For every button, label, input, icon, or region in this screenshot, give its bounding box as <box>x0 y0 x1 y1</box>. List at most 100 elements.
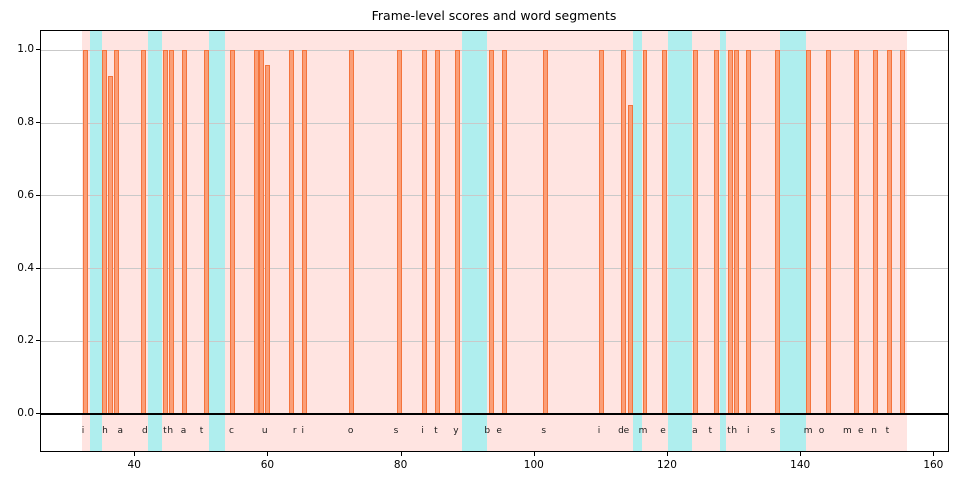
segment-letter: a <box>180 425 187 436</box>
score-bar <box>621 50 627 414</box>
y-tick-label: 0.6 <box>17 188 34 201</box>
score-bar <box>746 50 752 414</box>
x-tick-label: 120 <box>656 459 677 471</box>
segment-letter: t <box>199 425 204 436</box>
score-bar <box>501 50 507 414</box>
pause-band <box>633 31 643 451</box>
score-bar <box>713 50 719 414</box>
score-bar <box>806 50 812 414</box>
score-bar <box>886 50 892 414</box>
score-bar <box>599 50 605 414</box>
score-bar <box>141 50 147 414</box>
x-tick-mark <box>134 452 136 456</box>
segment-letter: m <box>638 425 648 436</box>
score-bar <box>454 50 460 414</box>
x-tick-label: 40 <box>127 459 141 471</box>
score-bar <box>825 50 831 414</box>
score-bar <box>899 50 905 414</box>
score-bar <box>733 50 739 414</box>
segment-letter: n <box>871 425 877 436</box>
y-tick-mark <box>36 49 40 51</box>
x-tick-label: 60 <box>260 459 275 471</box>
segment-letter: t <box>163 425 167 436</box>
score-bar <box>422 50 428 414</box>
score-bar <box>259 50 265 414</box>
y-tick-mark <box>36 267 40 269</box>
x-tick-label: 160 <box>923 459 944 471</box>
zero-line <box>41 412 948 415</box>
y-tick-label: 0.0 <box>17 406 34 419</box>
pause-band <box>780 31 807 451</box>
score-bar <box>727 50 733 414</box>
segment-letter: e <box>496 425 502 436</box>
segment-letter: o <box>818 425 825 436</box>
score-bar <box>542 50 548 414</box>
y-tick-mark <box>36 412 40 414</box>
segment-letter: o <box>347 425 354 436</box>
x-tick-mark <box>400 452 402 456</box>
segment-letter: r <box>292 425 297 436</box>
segment-letter: h <box>102 425 108 436</box>
segment-letter: t <box>434 425 438 436</box>
x-tick-mark <box>267 452 269 456</box>
y-tick-label: 1.0 <box>17 43 34 56</box>
segment-letter: m <box>843 425 852 436</box>
gridline <box>41 122 948 124</box>
segment-letter: m <box>803 425 813 436</box>
score-bar <box>113 50 119 414</box>
score-bar <box>434 50 440 414</box>
segment-letter: i <box>81 425 85 436</box>
segment-letter: s <box>770 425 776 436</box>
x-tick-label: 140 <box>790 459 811 471</box>
segment-letter: i <box>421 425 424 436</box>
pause-band <box>209 31 226 451</box>
gridline <box>41 340 948 342</box>
score-bar <box>102 50 108 414</box>
score-bar <box>693 50 699 414</box>
score-bar <box>264 65 270 414</box>
x-tick-label: 100 <box>523 459 544 471</box>
score-bar <box>661 50 667 414</box>
score-bar <box>253 50 259 414</box>
segment-letter: d <box>142 425 148 436</box>
pause-band <box>720 31 727 451</box>
plot-area: i h a d t h a t c u r i o s i t y b e s i d e m e a t t h i s m o m e n t 40 6… <box>40 30 949 471</box>
gridline <box>41 49 948 51</box>
score-bar <box>349 50 355 414</box>
pause-band <box>461 31 488 451</box>
segment-letter: i <box>746 425 750 436</box>
y-tick-label: 0.4 <box>17 261 34 274</box>
score-bar <box>163 50 169 414</box>
pause-band <box>668 31 693 451</box>
segment-letter: c <box>228 425 234 436</box>
score-bar <box>107 75 113 414</box>
segment-letter: t <box>727 425 731 436</box>
y-tick-label: 0.2 <box>17 334 34 347</box>
score-bar <box>396 50 402 414</box>
gridline <box>41 268 948 270</box>
y-tick-label: 0.8 <box>17 116 34 129</box>
segment-letter: y <box>453 425 459 436</box>
pause-band <box>148 31 162 451</box>
pause-band <box>89 31 103 451</box>
segment-letter: i <box>301 425 304 436</box>
score-bar <box>853 50 859 414</box>
segment-letter: b <box>484 425 491 436</box>
segment-letter: d <box>618 425 624 436</box>
segment-letter: t <box>885 425 890 436</box>
score-bar <box>775 50 780 414</box>
y-tick-mark <box>36 194 40 196</box>
segment-letter: a <box>692 425 698 436</box>
score-bar <box>182 50 188 414</box>
score-bar <box>872 50 878 414</box>
segment-letter: h <box>167 425 174 436</box>
score-bar <box>642 50 648 414</box>
segment-letter: s <box>393 425 399 436</box>
segment-letter: i <box>597 425 601 436</box>
score-bar <box>229 50 235 414</box>
segment-letter: h <box>731 425 738 436</box>
y-tick-mark <box>36 340 40 342</box>
x-tick-mark <box>800 452 802 456</box>
score-bar <box>288 50 294 414</box>
